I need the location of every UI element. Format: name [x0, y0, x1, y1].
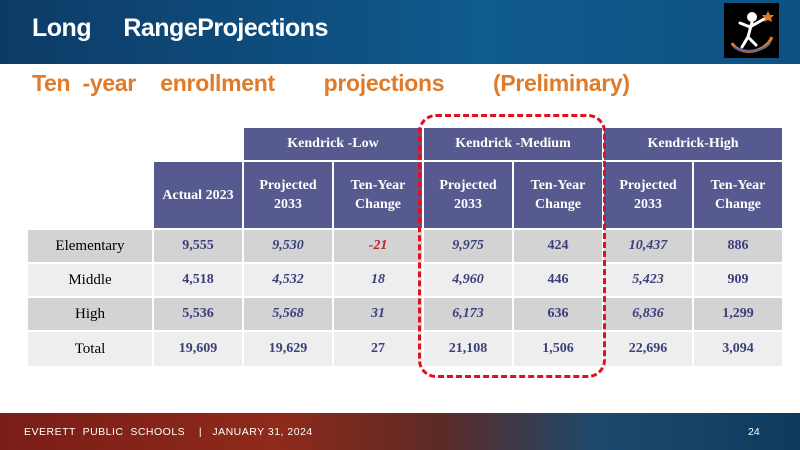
- slide-subtitle: Ten -year enrollment projections (Prelim…: [32, 70, 630, 96]
- cell-medium-projected: 4,960: [424, 264, 512, 296]
- cell-actual: 4,518: [154, 264, 242, 296]
- group-header-medium: Kendrick -Medium: [424, 128, 602, 160]
- column-header-actual: Actual 2023: [154, 162, 242, 228]
- page-number: 24: [748, 426, 760, 438]
- cell-high-projected: 5,423: [604, 264, 692, 296]
- cell-low-projected: 9,530: [244, 230, 332, 262]
- column-header-high-change: Ten-Year Change: [694, 162, 782, 228]
- row-label-header-blank: [28, 162, 152, 228]
- cell-high-projected: 6,836: [604, 298, 692, 330]
- cell-low-change: 27: [334, 332, 422, 366]
- column-header-low-change: Ten-Year Change: [334, 162, 422, 228]
- cell-low-projected: 5,568: [244, 298, 332, 330]
- table-row-middle: Middle 4,518 4,532 18 4,960 446 5,423 90…: [28, 264, 782, 296]
- cell-low-projected: 19,629: [244, 332, 332, 366]
- table-row-elementary: Elementary 9,555 9,530 -21 9,975 424 10,…: [28, 230, 782, 262]
- cell-medium-change: 636: [514, 298, 602, 330]
- table-row-total: Total 19,609 19,629 27 21,108 1,506 22,6…: [28, 332, 782, 366]
- group-header-high: Kendrick-High: [604, 128, 782, 160]
- column-header-medium-change: Ten-Year Change: [514, 162, 602, 228]
- enrollment-projections-table: Kendrick -Low Kendrick -Medium Kendrick-…: [26, 126, 784, 368]
- cell-high-change: 909: [694, 264, 782, 296]
- cell-high-projected: 22,696: [604, 332, 692, 366]
- cell-medium-projected: 9,975: [424, 230, 512, 262]
- cell-medium-change: 424: [514, 230, 602, 262]
- cell-medium-projected: 6,173: [424, 298, 512, 330]
- cell-low-projected: 4,532: [244, 264, 332, 296]
- cell-medium-change: 446: [514, 264, 602, 296]
- column-header-medium-projected: Projected 2033: [424, 162, 512, 228]
- row-label: Total: [28, 332, 152, 366]
- cell-high-change: 1,299: [694, 298, 782, 330]
- header-bar: [0, 0, 800, 64]
- footer-bar: [0, 413, 800, 450]
- table-row-high: High 5,536 5,568 31 6,173 636 6,836 1,29…: [28, 298, 782, 330]
- cell-low-change: 31: [334, 298, 422, 330]
- column-header-high-projected: Projected 2033: [604, 162, 692, 228]
- cell-low-change: -21: [334, 230, 422, 262]
- cell-actual: 19,609: [154, 332, 242, 366]
- cell-low-change: 18: [334, 264, 422, 296]
- column-header-low-projected: Projected 2033: [244, 162, 332, 228]
- cell-medium-change: 1,506: [514, 332, 602, 366]
- cell-high-change: 3,094: [694, 332, 782, 366]
- footer-org-date: EVERETT PUBLIC SCHOOLS | JANUARY 31, 202…: [24, 426, 313, 438]
- row-label: Elementary: [28, 230, 152, 262]
- district-logo-icon: [724, 3, 779, 58]
- corner-blank-cell: [28, 128, 152, 160]
- row-label: Middle: [28, 264, 152, 296]
- cell-high-projected: 10,437: [604, 230, 692, 262]
- medium-scenario-highlight: [418, 114, 606, 378]
- page-title: Long RangeProjections: [32, 14, 328, 42]
- cell-actual: 5,536: [154, 298, 242, 330]
- group-header-low: Kendrick -Low: [244, 128, 422, 160]
- cell-actual: 9,555: [154, 230, 242, 262]
- cell-medium-projected: 21,108: [424, 332, 512, 366]
- row-label: High: [28, 298, 152, 330]
- corner-blank-cell: [154, 128, 242, 160]
- cell-high-change: 886: [694, 230, 782, 262]
